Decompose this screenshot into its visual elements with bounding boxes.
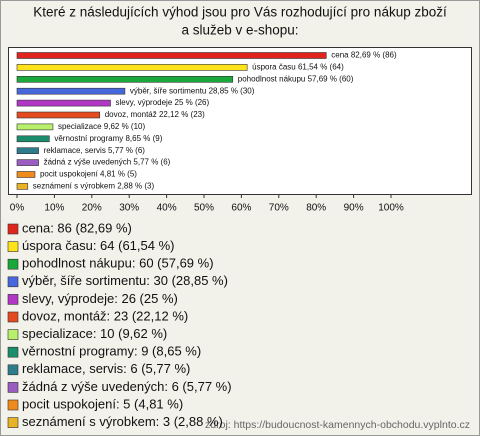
legend-swatch <box>7 223 19 235</box>
legend-swatch <box>7 417 19 428</box>
x-tick-label: 10% <box>44 203 64 214</box>
legend-swatch <box>7 311 19 323</box>
x-tick-label: 20% <box>82 203 102 214</box>
bar <box>16 171 36 178</box>
data-label: slevy, výprodeje 25 % (26) <box>116 98 210 107</box>
legend-swatch <box>7 329 19 340</box>
legend-label: věrnostní programy: 9 (8,65 %) <box>22 344 201 359</box>
legend-label: dovoz, montáž: 23 (22,12 %) <box>22 308 188 323</box>
legend-swatch <box>7 241 19 252</box>
chart-title: Které z následujících výhod jsou pro Vás… <box>33 5 447 20</box>
legend-label: pohodlnost nákupu: 60 (57,69 %) <box>22 256 214 271</box>
source: zdroj: https://budoucnost-kamennych-obch… <box>205 419 470 431</box>
legend-swatch <box>7 276 19 288</box>
x-tick-label: 60% <box>231 203 251 214</box>
chart-title: a služeb v e-shopu: <box>181 23 298 38</box>
legend-swatch <box>7 382 19 393</box>
legend-label: úspora času: 64 (61,54 %) <box>22 238 174 253</box>
bar <box>16 76 234 83</box>
legend-swatch <box>7 258 19 270</box>
legend-swatch <box>7 399 19 411</box>
legend-label: slevy, výprodeje: 26 (25 %) <box>22 291 178 306</box>
bar <box>16 147 39 154</box>
bar <box>16 183 29 190</box>
bar <box>16 87 126 95</box>
x-tick-label: 70% <box>269 203 289 214</box>
bar <box>16 135 50 143</box>
data-label: seznámení s výrobkem 2,88 % (3) <box>33 182 155 191</box>
data-label: pohodlnost nákupu 57,69 % (60) <box>238 74 354 83</box>
data-label: žádná z výše uvedených 5,77 % (6) <box>44 158 171 167</box>
x-tick-label: 40% <box>157 203 177 214</box>
x-tick-label: 0% <box>10 203 25 214</box>
bar <box>16 123 54 131</box>
bar <box>16 99 111 107</box>
data-label: cena 82,69 % (86) <box>331 51 397 60</box>
bar <box>16 64 248 71</box>
legend-label: výběr, šíře sortimentu: 30 (28,85 %) <box>22 273 228 288</box>
legend-label: specializace: 10 (9,62 %) <box>22 326 167 341</box>
x-tick-label: 30% <box>119 203 139 214</box>
bar <box>16 52 327 59</box>
data-label: specializace 9,62 % (10) <box>58 122 145 131</box>
x-tick-label: 80% <box>306 203 326 214</box>
legend-label: cena: 86 (82,69 %) <box>22 220 132 235</box>
legend-swatch <box>7 364 19 376</box>
data-label: úspora času 61,54 % (64) <box>252 63 344 72</box>
x-tick-label: 90% <box>344 203 364 214</box>
data-label: dovoz, montáž 22,12 % (23) <box>105 110 205 119</box>
legend-label: žádná z výše uvedených: 6 (5,77 %) <box>22 379 232 394</box>
data-label: věrnostní programy 8,65 % (9) <box>54 134 162 143</box>
legend-label: pocit uspokojení: 5 (4,81 %) <box>22 396 183 411</box>
x-tick-label: 50% <box>194 203 214 214</box>
data-label: reklamace, servis 5,77 % (6) <box>44 146 146 155</box>
legend-label: seznámení s výrobkem: 3 (2,88 %) <box>22 414 223 429</box>
data-label: pocit uspokojení 4,81 % (5) <box>40 170 137 179</box>
legend-swatch <box>7 346 19 358</box>
data-label: výběr, šíře sortimentu 28,85 % (30) <box>130 86 255 95</box>
x-tick-label: 100% <box>378 203 404 214</box>
bar <box>16 111 101 119</box>
legend-label: reklamace, servis: 6 (5,77 %) <box>22 361 190 376</box>
bar <box>16 159 39 166</box>
plot-area <box>8 47 472 195</box>
legend-swatch <box>7 294 19 305</box>
